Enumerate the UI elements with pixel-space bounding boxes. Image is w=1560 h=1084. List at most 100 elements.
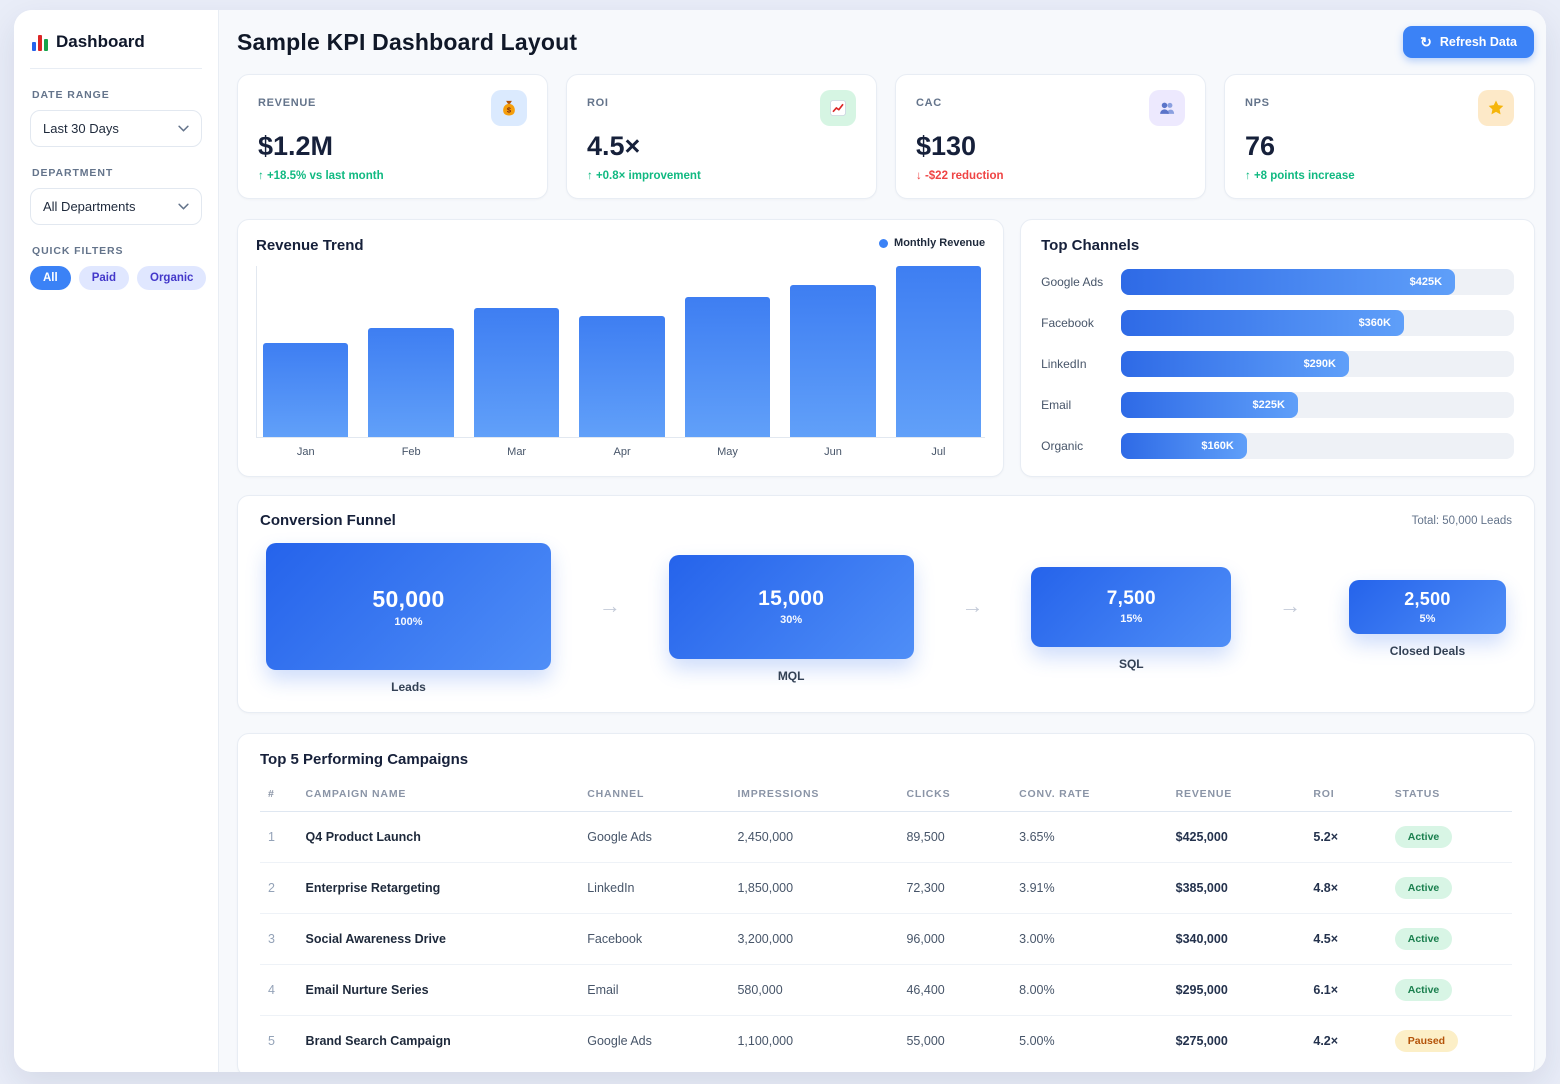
cell-conv_rate: 3.91% [1011, 862, 1168, 914]
cell-impressions: 3,200,000 [729, 913, 899, 965]
funnel-stage-sql: 7,500 15% SQL [1031, 566, 1232, 671]
cell-conv_rate: 5.00% [1019, 1034, 1055, 1048]
kpi-card-top: ROI [587, 90, 856, 126]
bar-label-feb: Feb [401, 446, 421, 458]
cell-name: Q4 Product Launch [297, 811, 580, 863]
dashboard-window: Dashboard DATE RANGE Last 30 Days DEPART… [14, 10, 1546, 1072]
quick-filter-paid[interactable]: Paid [78, 266, 129, 290]
bar-label-jul: Jul [931, 446, 946, 458]
channel-label: Google Ads [1041, 275, 1104, 289]
cell-conv_rate: 3.00% [1011, 913, 1168, 965]
stage-value: 15,000 [758, 587, 825, 610]
stage-label: MQL [777, 668, 805, 683]
revenue-bar-may [684, 296, 771, 437]
channel-row: Email $225K [1041, 392, 1514, 418]
column-header: IMPRESSIONS [729, 778, 899, 812]
refresh-icon: ↻ [1420, 34, 1432, 50]
cell-conv_rate: 3.65% [1011, 811, 1168, 863]
chart-increasing-icon [820, 90, 856, 126]
quick-filter-all[interactable]: All [30, 266, 71, 290]
conversion-funnel-card: Conversion Funnel Total: 50,000 Leads 50… [237, 495, 1535, 713]
kpi-label: NPS [1245, 97, 1270, 109]
star-icon [1478, 90, 1514, 126]
cell-impressions: 580,000 [729, 964, 899, 1016]
channel-bar: $225K [1121, 392, 1298, 418]
channel-label: Organic [1041, 439, 1084, 453]
funnel-stage-block: 7,500 15% [1031, 566, 1232, 647]
chevron-down-icon [178, 125, 189, 132]
revenue-bar-jun [790, 284, 876, 437]
revenue-trend-card: Revenue Trend Monthly Revenue Jan Feb Mar A… [237, 219, 1005, 477]
revenue-trend-title: Revenue Trend [256, 237, 364, 254]
stage-value: 2,500 [1404, 588, 1451, 609]
people-icon [1149, 90, 1185, 126]
revenue-bar-jan [263, 343, 349, 437]
cell-status: Active [1386, 964, 1512, 1016]
table-row: 1 Q4 Product Launch Google Ads 2,450,000 89,… [260, 811, 1512, 863]
chevron-down-icon [178, 203, 189, 210]
cell-channel: Email [579, 964, 730, 1016]
cell-name: Email Nurture Series [297, 964, 580, 1016]
monthly-revenue-legend: Monthly Revenue [879, 237, 985, 249]
quick-filters-label: QUICK FILTERS [32, 245, 124, 257]
legend-dot-icon [879, 238, 889, 248]
cell-status: Active [1386, 913, 1512, 965]
cell-roi: 4.8× [1305, 862, 1387, 914]
bar-label-jan: Jan [296, 446, 315, 458]
department-select[interactable]: All Departments [30, 188, 202, 225]
cell-rank: 4 [260, 964, 298, 1016]
logo-label: Dashboard [56, 32, 145, 51]
stage-value: 50,000 [372, 585, 445, 612]
cell-clicks: 46,400 [898, 964, 1012, 1016]
stage-percent: 15% [1120, 613, 1143, 625]
revenue-bar-mar [473, 308, 560, 437]
kpi-card-top: CAC [916, 90, 1185, 126]
refresh-button-label: Refresh Data [1439, 35, 1517, 49]
funnel-header: Conversion Funnel Total: 50,000 Leads [260, 512, 1512, 529]
channel-bar: $425K [1121, 269, 1456, 295]
channel-track: $225K [1121, 392, 1514, 418]
cell-roi: 5.2× [1305, 811, 1387, 863]
main-content: Sample KPI Dashboard Layout ↻ Refresh Da… [219, 10, 1546, 1072]
kpi-delta: ↑ +18.5% vs last month [258, 170, 384, 182]
cell-impressions: 1,850,000 [729, 862, 899, 914]
kpi-value: $1.2M [258, 131, 334, 161]
channel-label: Facebook [1041, 316, 1094, 330]
table-row: 5 Brand Search Campaign Google Ads 1,100,00… [260, 1016, 1512, 1067]
channel-track: $425K [1121, 269, 1514, 295]
table-row: 2 Enterprise Retargeting LinkedIn 1,850,000… [260, 862, 1512, 914]
bar-label-mar: Mar [507, 446, 527, 458]
channel-row: Facebook $360K [1041, 310, 1514, 336]
status-badge: Active [1394, 877, 1453, 899]
cell-revenue: $385,000 [1167, 862, 1306, 914]
quick-filter-pills: All Paid Organic [30, 266, 207, 290]
status-badge: Active [1394, 826, 1453, 848]
top-channels-title: Top Channels [1041, 237, 1140, 254]
campaigns-table-head: # CAMPAIGN NAME CHANNEL IMPRESSIONS CLICKS CO… [260, 778, 1512, 812]
table-row: 3 Social Awareness Drive Facebook 3,200,000… [260, 913, 1512, 965]
funnel-stage-block: 50,000 100% [266, 543, 551, 670]
channel-track: $290K [1121, 351, 1514, 377]
cell-rank: 1 [260, 811, 298, 863]
refresh-data-button[interactable]: ↻ Refresh Data [1403, 26, 1534, 58]
cell-revenue: $425,000 [1167, 811, 1306, 863]
column-header: REVENUE [1167, 778, 1306, 812]
quick-filter-organic[interactable]: Organic [137, 266, 207, 290]
column-header: ROI [1305, 778, 1387, 812]
channel-track: $160K [1121, 433, 1514, 459]
column-header: CHANNEL [579, 778, 730, 812]
kpi-card-nps: NPS 76 ↑ +8 points increase [1224, 74, 1535, 199]
cell-channel: Facebook [579, 913, 730, 965]
revenue-bar-feb [368, 327, 454, 437]
cell-status: Paused [1387, 1016, 1512, 1067]
channel-track: $360K [1121, 310, 1514, 336]
cell-name: Enterprise Retargeting [297, 862, 580, 914]
status-badge: Active [1394, 928, 1453, 950]
status-badge: Active [1394, 979, 1453, 1001]
funnel-total: Total: 50,000 Leads [1411, 514, 1512, 527]
cell-conv_rate: 8.00% [1011, 964, 1168, 1016]
date-range-select[interactable]: Last 30 Days [30, 110, 202, 147]
stage-percent: 5% [1419, 612, 1436, 625]
cell-clicks: 55,000 [906, 1034, 945, 1048]
top-channels-card: Top Channels Google Ads $425K Facebook $360… [1020, 219, 1535, 477]
